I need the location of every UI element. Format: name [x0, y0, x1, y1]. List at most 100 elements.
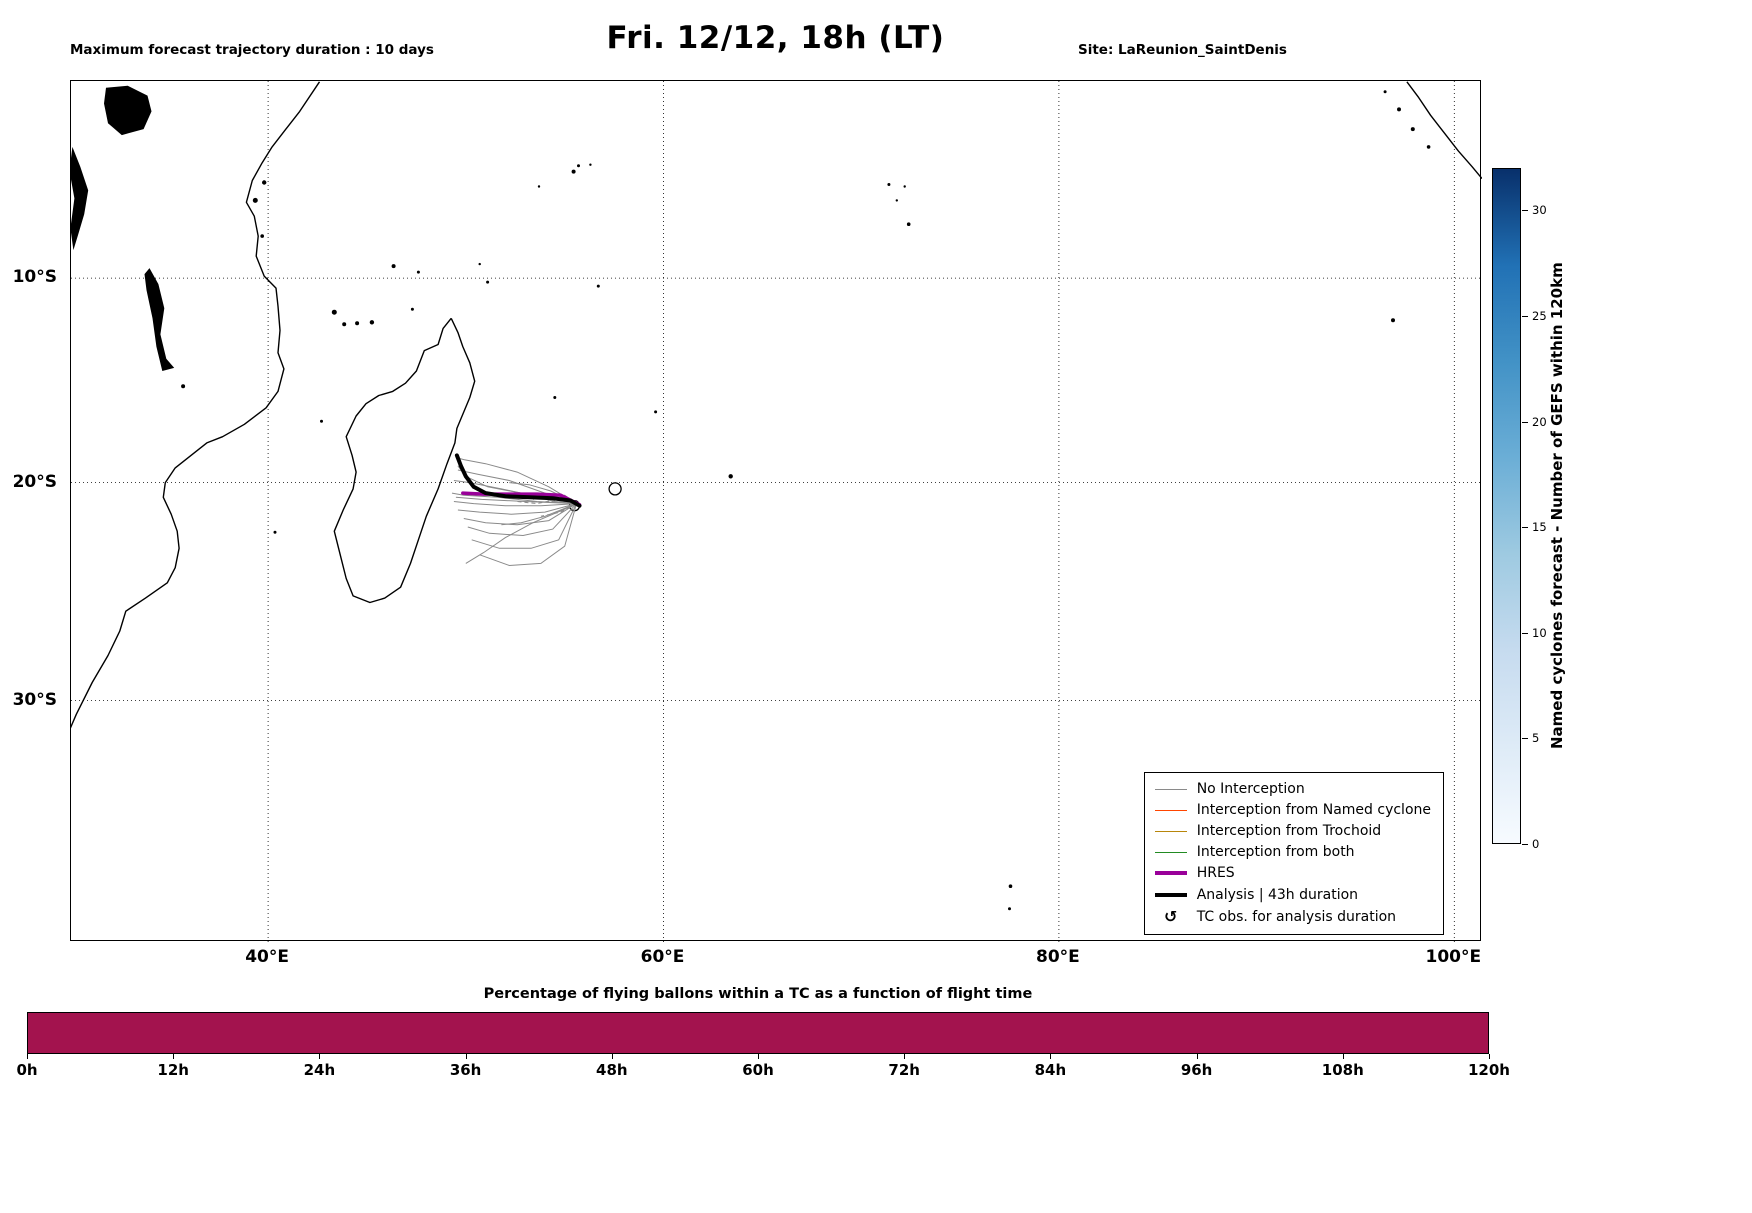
- legend-line-swatch: [1154, 851, 1187, 853]
- island-dot: [262, 180, 267, 185]
- tc-obs-icon: ↺: [1163, 906, 1178, 926]
- page-title: Fri. 12/12, 18h (LT): [606, 20, 945, 56]
- map-panel: No Interception Interception from Named c…: [70, 80, 1482, 942]
- colorbar-tick-mark: [1522, 315, 1528, 317]
- legend-item-label: Interception from Trochoid: [1196, 823, 1382, 840]
- bottom-tick-label: 12h: [157, 1061, 189, 1079]
- bottom-tick-mark: [904, 1054, 906, 1059]
- bottom-tick-label: 36h: [449, 1061, 482, 1079]
- trajectory-no-interception: [467, 503, 577, 537]
- legend-line-swatch: [1154, 788, 1187, 790]
- bottom-chart-title: Percentage of flying ballons within a TC…: [483, 986, 1033, 1002]
- island-dot: [260, 234, 264, 238]
- island-dot: [252, 197, 258, 203]
- trajectory-no-interception: [455, 457, 577, 505]
- bottom-tick-mark: [1050, 1054, 1052, 1059]
- island-dot: [537, 185, 541, 188]
- trajectory-no-interception: [455, 496, 577, 505]
- legend-item-label: No Interception: [1196, 781, 1305, 798]
- bottom-tick-label: 48h: [596, 1061, 628, 1079]
- island-dot: [1397, 107, 1401, 112]
- legend-item: HRES: [1154, 865, 1431, 882]
- island-dot: [320, 419, 323, 423]
- legend-item: Interception from Trochoid: [1154, 823, 1431, 840]
- colorbar-tick-label: 5: [1532, 731, 1540, 746]
- colorbar-tick-label: 30: [1532, 203, 1547, 218]
- legend-line: [1154, 809, 1187, 811]
- legend-item-label: Interception from Named cyclone: [1196, 802, 1431, 819]
- trajectory-hres: [461, 491, 582, 507]
- legend-item-label: Interception from both: [1196, 844, 1355, 861]
- colorbar-gradient: [1492, 168, 1521, 844]
- trajectory-analysis: [454, 453, 582, 508]
- trajectory-no-interception: [501, 503, 577, 526]
- lake-shape: [71, 146, 89, 251]
- coastline: [1406, 81, 1482, 180]
- island-dot: [416, 270, 420, 274]
- legend-line: [1154, 871, 1187, 876]
- legend-line: [1154, 892, 1187, 897]
- colorbar-tick-mark: [1522, 738, 1528, 740]
- bottom-tick-label: 72h: [888, 1061, 920, 1079]
- bottom-tick-label: 96h: [1180, 1061, 1213, 1079]
- legend-item: Interception from Named cyclone: [1154, 802, 1431, 819]
- island-dot: [478, 262, 481, 266]
- info-max-duration: Maximum forecast trajectory duration : 1…: [70, 42, 434, 59]
- island-dot: [887, 183, 891, 186]
- bottom-tick-label: 108h: [1321, 1061, 1364, 1079]
- colorbar: Named cyclones forecast - Number of GEFS…: [1492, 168, 1582, 851]
- island-dot: [410, 307, 414, 311]
- bottom-tick-label: 84h: [1034, 1061, 1067, 1079]
- colorbar-tick-mark: [1522, 210, 1528, 212]
- coastline: [71, 81, 321, 729]
- island-dot: [577, 164, 580, 168]
- island-dot: [1426, 145, 1431, 149]
- bottom-tick-mark: [1489, 1054, 1490, 1059]
- island-dot: [273, 530, 277, 534]
- island-dot: [895, 199, 898, 202]
- colorbar-tick-label: 20: [1532, 414, 1547, 429]
- trajectory-no-interception: [479, 503, 577, 567]
- legend-item-label: Analysis | 43h duration: [1196, 886, 1359, 903]
- colorbar-tick-label: 25: [1532, 308, 1547, 323]
- bottom-tick-mark: [465, 1054, 467, 1059]
- y-tick-label: 30°S: [12, 689, 57, 710]
- legend-item: Interception from both: [1154, 844, 1431, 861]
- island-dot: [181, 384, 186, 389]
- island-dot: [369, 320, 375, 325]
- bottom-tick-label: 0h: [16, 1061, 38, 1079]
- island-dot: [355, 321, 360, 326]
- bottom-tick-mark: [1196, 1054, 1198, 1059]
- island-dot: [728, 474, 733, 479]
- island-dot: [589, 163, 592, 166]
- island-dot: [1008, 907, 1011, 911]
- trajectory-no-interception-dashed: [540, 503, 577, 517]
- x-tick-label: 60°E: [640, 947, 685, 967]
- lake-shape: [104, 85, 152, 136]
- legend-line: [1154, 830, 1187, 832]
- legend-item-label: HRES: [1196, 865, 1235, 882]
- colorbar-tick-label: 15: [1532, 520, 1547, 535]
- island-dot: [596, 284, 600, 288]
- island-dot: [1410, 127, 1415, 132]
- colorbar-tick-mark: [1522, 632, 1528, 634]
- trajectory-no-interception: [471, 503, 577, 549]
- island-dot: [903, 185, 906, 188]
- bottom-tick-mark: [319, 1054, 321, 1059]
- trajectory-no-interception: [463, 503, 577, 526]
- trajectory-no-interception: [465, 503, 577, 564]
- island-dot: [571, 169, 576, 174]
- colorbar-tick-mark: [1522, 527, 1528, 529]
- bottom-tick-mark: [1342, 1054, 1344, 1059]
- island-dot: [1391, 318, 1395, 323]
- legend-line-swatch: [1154, 871, 1187, 876]
- legend-line-swatch: [1154, 892, 1187, 897]
- colorbar-label: Named cyclones forecast - Number of GEFS…: [1548, 262, 1566, 750]
- island-dot: [1008, 884, 1013, 888]
- bottom-tick-mark: [27, 1054, 28, 1059]
- legend-item: ↺ TC obs. for analysis duration: [1155, 906, 1431, 926]
- island-dot: [654, 410, 658, 414]
- island-dot: [486, 280, 490, 284]
- colorbar-tick-mark: [1522, 421, 1528, 423]
- island-dot: [906, 222, 911, 226]
